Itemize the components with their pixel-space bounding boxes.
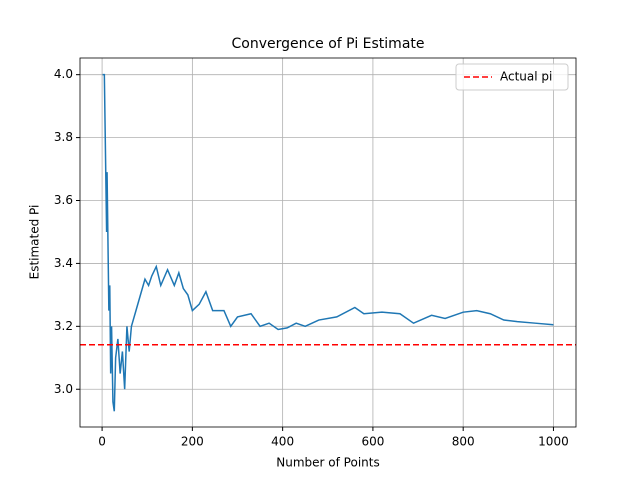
chart-title: Convergence of Pi Estimate [231,36,424,52]
y-tick-label: 3.6 [54,193,73,207]
x-tick-label: 400 [271,435,294,449]
legend-box [455,63,569,91]
y-tick-label: 3.0 [54,382,73,396]
data-line [102,73,554,412]
x-axis-label: Number of Points [276,456,379,470]
y-tick-label: 4.0 [54,67,73,81]
x-tick-label: 200 [181,435,204,449]
x-tick-label: 0 [98,435,106,449]
y-tick-label: 3.4 [54,256,73,270]
y-tick-label: 3.8 [54,130,73,144]
legend-label: Actual pi [500,70,552,84]
x-tick-label: 600 [361,435,384,449]
y-tick-label: 3.2 [54,319,73,333]
x-tick-label: 1000 [538,435,569,449]
x-tick-label: 800 [452,435,475,449]
axes-frame [79,57,577,428]
y-axis-label: Estimated Pi [28,205,42,280]
